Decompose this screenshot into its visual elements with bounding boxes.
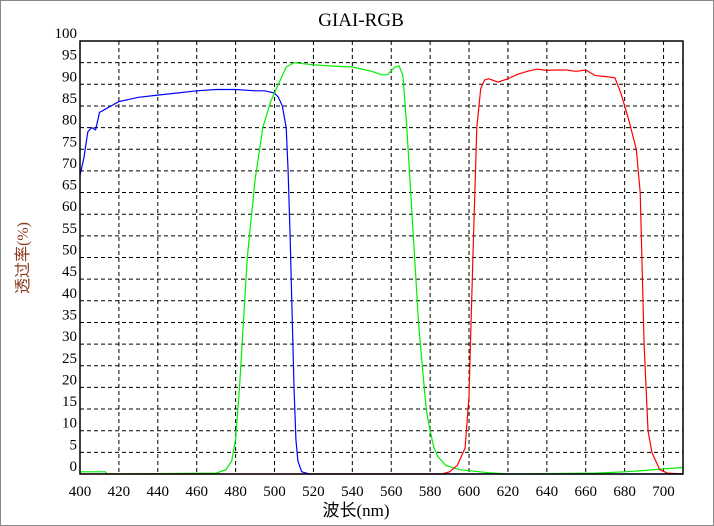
y-tick-label: 5 [70,437,78,453]
plot-border [79,40,684,475]
x-tick-label: 640 [536,484,559,500]
chart-title: GIAI-RGB [318,10,404,31]
y-tick-label: 50 [62,243,77,259]
x-tick-label: 500 [263,484,286,500]
y-tick-label: 20 [62,372,77,388]
x-tick-label: 400 [69,484,92,500]
x-tick-label: 580 [419,484,442,500]
y-tick-label: 85 [62,91,77,107]
x-axis-label: 波长(nm) [322,501,389,520]
y-tick-label: 25 [62,351,77,367]
x-tick-label: 600 [458,484,481,500]
y-tick-label: 40 [62,286,77,302]
x-tick-label: 660 [574,484,597,500]
x-tick-label: 680 [613,484,636,500]
x-tick-label: 560 [380,484,403,500]
y-tick-label: 0 [70,459,78,475]
y-tick-label: 100 [55,26,78,42]
y-tick-label: 45 [62,264,77,280]
y-tick-label: 55 [62,221,77,237]
x-tick-label: 700 [652,484,675,500]
y-tick-label: 60 [62,199,77,215]
x-tick-label: 460 [185,484,208,500]
y-tick-label: 95 [62,48,77,64]
x-tick-label: 620 [497,484,520,500]
y-tick-label: 75 [62,134,77,150]
x-tick-label: 480 [224,484,247,500]
x-tick-label: 520 [302,484,325,500]
y-tick-label: 80 [62,113,77,129]
y-tick-label: 90 [62,69,77,85]
series-line-0 [79,88,683,475]
y-tick-label: 30 [62,329,77,345]
y-axis-label: 透过率(%) [14,222,32,294]
y-tick-label: 65 [62,178,77,194]
series-line-2 [80,68,684,475]
y-tick-label: 70 [62,156,77,172]
x-tick-label: 440 [147,484,170,500]
y-tick-label: 15 [62,394,77,410]
y-tick-label: 10 [62,416,77,432]
x-tick-label: 540 [341,484,364,500]
x-tick-label: 420 [108,484,131,500]
y-tick-label: 35 [62,307,77,323]
series-line-1 [80,62,684,475]
